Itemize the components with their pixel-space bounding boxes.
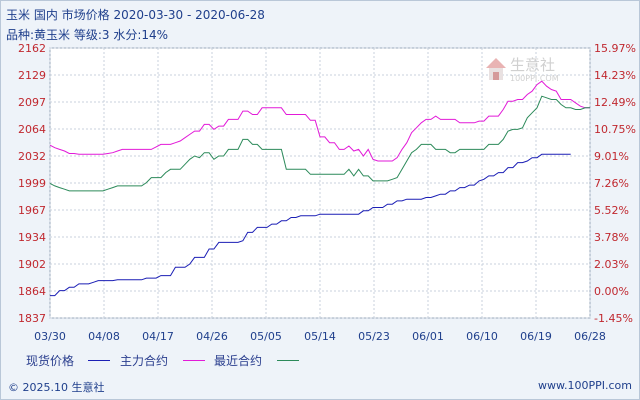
chart-subtitle: 品种:黄玉米 等级:3 水分:14% [6,28,169,42]
x-tick-label: 05/14 [304,330,336,343]
x-tick-label: 06/19 [520,330,552,343]
y2-tick-label: -1.45% [594,312,633,325]
x-tick-label: 03/30 [34,330,66,343]
chart-legend: 现货价格 主力合约 最近合约 [0,352,640,368]
x-tick-label: 06/01 [412,330,444,343]
legend-swatch-spot [88,360,110,361]
y2-tick-label: 0.00% [594,285,629,298]
y2-tick-label: 14.23% [594,69,636,82]
y-tick-label: 2064 [18,123,46,136]
y2-tick-label: 2.03% [594,258,629,271]
watermark-url: 100PPI.COM [510,74,559,83]
watermark-logo: 生意社 100PPI.COM [480,54,576,84]
x-tick-label: 04/08 [88,330,120,343]
y2-tick-label: 9.01% [594,150,629,163]
y2-tick-label: 10.75% [594,123,636,136]
x-tick-label: 05/23 [358,330,390,343]
series-line-spot [50,153,571,297]
y-tick-label: 2129 [18,69,46,82]
y2-tick-label: 3.78% [594,231,629,244]
y-tick-label: 1967 [18,204,46,217]
x-tick-label: 04/17 [142,330,174,343]
x-tick-label: 06/28 [574,330,606,343]
legend-swatch-nearest [277,360,299,361]
footer-copyright: © 2025.10 生意社 [8,381,105,394]
y-tick-label: 2032 [18,150,46,163]
y-tick-label: 1837 [18,312,46,325]
house-icon [486,58,506,80]
y-tick-label: 1902 [18,258,46,271]
y-tick-label: 1864 [18,285,46,298]
x-tick-label: 04/26 [196,330,228,343]
legend-label-main: 主力合约 [120,354,169,368]
y2-tick-label: 7.26% [594,177,629,190]
legend-swatch-main [183,360,205,361]
chart-title: 玉米 国内 市场价格 2020-03-30 - 2020-06-28 [6,8,265,22]
y2-tick-label: 15.97% [594,42,636,55]
y2-tick-label: 12.49% [594,96,636,109]
legend-label-spot: 现货价格 [26,354,75,368]
series-line-nearest [49,95,590,192]
y-tick-label: 1934 [18,231,46,244]
watermark-brand: 生意社 [510,56,555,74]
y-tick-label: 1999 [18,177,46,190]
legend-label-nearest: 最近合约 [214,354,263,368]
series-line-main [49,80,590,162]
x-tick-label: 05/05 [250,330,282,343]
y2-tick-label: 5.52% [594,204,629,217]
y-tick-label: 2097 [18,96,46,109]
footer-site-link[interactable]: www.100PPI.com [538,379,632,392]
y-tick-label: 2162 [18,42,46,55]
x-tick-label: 06/10 [466,330,498,343]
